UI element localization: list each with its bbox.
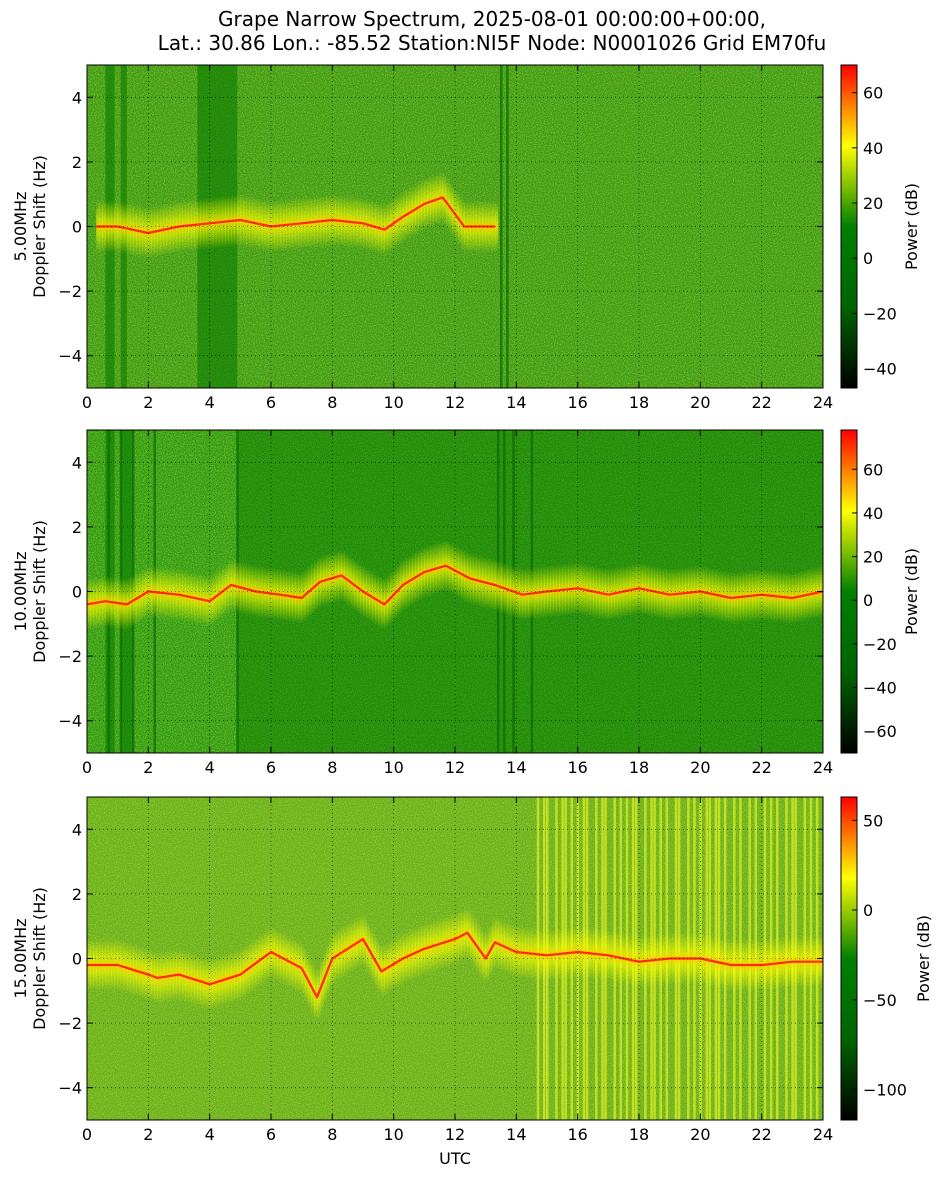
- panel-15.00MHz: 0 2 4 6 8 10 12 14 16 18 20 22 24−4−202415.00MHzDopp…: [11, 796, 933, 1168]
- y-tick-label: −2: [58, 647, 82, 666]
- x-tick-label: 2: [143, 758, 153, 777]
- heatmap-area: [87, 797, 823, 1120]
- colorbar-tick-label: −50: [863, 991, 897, 1010]
- x-tick-label: 18: [629, 393, 649, 412]
- y-tick-label: 0: [72, 218, 82, 237]
- x-tick-label: 12: [445, 1125, 465, 1144]
- y-tick-label: −4: [58, 1079, 82, 1098]
- colorbar-tick-label: −40: [863, 679, 897, 698]
- y-tick-label: 0: [72, 583, 82, 602]
- x-tick-label: 0: [82, 1125, 92, 1144]
- figure-title-line2: Lat.: 30.86 Lon.: -85.52 Station:NI5F No…: [158, 31, 827, 55]
- colorbar-tick-label: −40: [863, 360, 897, 379]
- x-tick-label: 8: [327, 758, 337, 777]
- x-tick-label: 22: [751, 1125, 771, 1144]
- x-tick-label: 0: [82, 758, 92, 777]
- x-tick-label: 14: [506, 758, 526, 777]
- y-tick-label: 4: [72, 820, 82, 839]
- colorbar-tick-label: −100: [863, 1080, 907, 1099]
- x-tick-label: 10: [383, 393, 403, 412]
- x-tick-label: 10: [383, 1125, 403, 1144]
- colorbar-tick-label: 20: [863, 194, 883, 213]
- figure-title-line1: Grape Narrow Spectrum, 2025-08-01 00:00:…: [218, 7, 766, 31]
- panel-5.00MHz: 0 2 4 6 8 10 12 14 16 18 20 22 24−4−20245.00MHzDoppl…: [11, 64, 921, 412]
- x-tick-label: 24: [813, 1125, 833, 1144]
- colorbar-tick-label: −20: [863, 635, 897, 654]
- x-tick-label: 4: [205, 1125, 215, 1144]
- x-tick-label: 20: [690, 1125, 710, 1144]
- y-tick-label: 4: [72, 453, 82, 472]
- x-tick-label: 16: [567, 1125, 587, 1144]
- x-tick-label: 6: [266, 758, 276, 777]
- x-tick-label: 2: [143, 1125, 153, 1144]
- x-tick-label: 10: [383, 758, 403, 777]
- colorbar-label: Power (dB): [902, 183, 921, 270]
- y-axis-label: 5.00MHzDoppler Shift (Hz): [11, 155, 49, 298]
- signal-trace: [87, 564, 823, 606]
- colorbar-tick-label: 40: [863, 504, 883, 523]
- panel-10.00MHz: 0 2 4 6 8 10 12 14 16 18 20 22 24−4−202410.00MHzDopp…: [11, 429, 921, 777]
- y-tick-label: −2: [58, 1014, 82, 1033]
- x-tick-label: 6: [266, 393, 276, 412]
- colorbar-tick-label: 50: [863, 811, 883, 830]
- y-tick-label: 4: [72, 88, 82, 107]
- signal-glow: [494, 200, 499, 253]
- signal-trace: [87, 931, 823, 999]
- x-tick-label: 12: [445, 393, 465, 412]
- x-tick-label: 0: [82, 393, 92, 412]
- colorbar-label: Power (dB): [902, 548, 921, 635]
- x-tick-label: 8: [327, 393, 337, 412]
- colorbar: [840, 429, 858, 754]
- x-tick-label: 22: [751, 758, 771, 777]
- y-axis-label: 15.00MHzDoppler Shift (Hz): [11, 887, 49, 1030]
- y-tick-label: −4: [58, 347, 82, 366]
- colorbar-tick-label: 60: [863, 460, 883, 479]
- x-tick-label: 12: [445, 758, 465, 777]
- x-tick-label: 24: [813, 758, 833, 777]
- colorbar-tick-label: 60: [863, 84, 883, 103]
- colorbar-tick-label: 0: [863, 249, 873, 268]
- x-tick-label: 16: [567, 393, 587, 412]
- colorbar-tick-label: −60: [863, 722, 897, 741]
- x-tick-label: 20: [690, 758, 710, 777]
- y-tick-label: −2: [58, 282, 82, 301]
- x-tick-label: 6: [266, 1125, 276, 1144]
- colorbar-label: Power (dB): [914, 915, 933, 1002]
- x-tick-label: 22: [751, 393, 771, 412]
- colorbar: [840, 64, 858, 389]
- colorbar-tick-label: −20: [863, 304, 897, 323]
- x-tick-label: 2: [143, 393, 153, 412]
- y-axis-label: 10.00MHzDoppler Shift (Hz): [11, 520, 49, 663]
- x-axis-label: UTC: [439, 1149, 471, 1168]
- x-tick-label: 16: [567, 758, 587, 777]
- spectrum-panels: 0 2 4 6 8 10 12 14 16 18 20 22 24−4−20245.00MHzDoppl…: [11, 64, 933, 1168]
- colorbar-tick-label: 20: [863, 548, 883, 567]
- colorbar-tick-label: 40: [863, 139, 883, 158]
- y-tick-label: 0: [72, 950, 82, 969]
- colorbar: [840, 796, 858, 1121]
- vertical-line: [500, 65, 503, 388]
- x-tick-label: 24: [813, 393, 833, 412]
- x-tick-label: 8: [327, 1125, 337, 1144]
- y-tick-label: 2: [72, 153, 82, 172]
- y-tick-label: 2: [72, 885, 82, 904]
- x-tick-label: 14: [506, 1125, 526, 1144]
- x-tick-label: 4: [205, 758, 215, 777]
- y-tick-label: 2: [72, 518, 82, 537]
- x-tick-label: 18: [629, 758, 649, 777]
- x-tick-label: 14: [506, 393, 526, 412]
- colorbar-tick-label: 0: [863, 591, 873, 610]
- colorbar-tick-label: 0: [863, 901, 873, 920]
- heatmap-area: [87, 430, 823, 753]
- signal-trace: [96, 196, 495, 235]
- x-tick-label: 18: [629, 1125, 649, 1144]
- x-tick-label: 4: [205, 393, 215, 412]
- x-tick-label: 20: [690, 393, 710, 412]
- heatmap-area: [87, 65, 823, 388]
- y-tick-label: −4: [58, 712, 82, 731]
